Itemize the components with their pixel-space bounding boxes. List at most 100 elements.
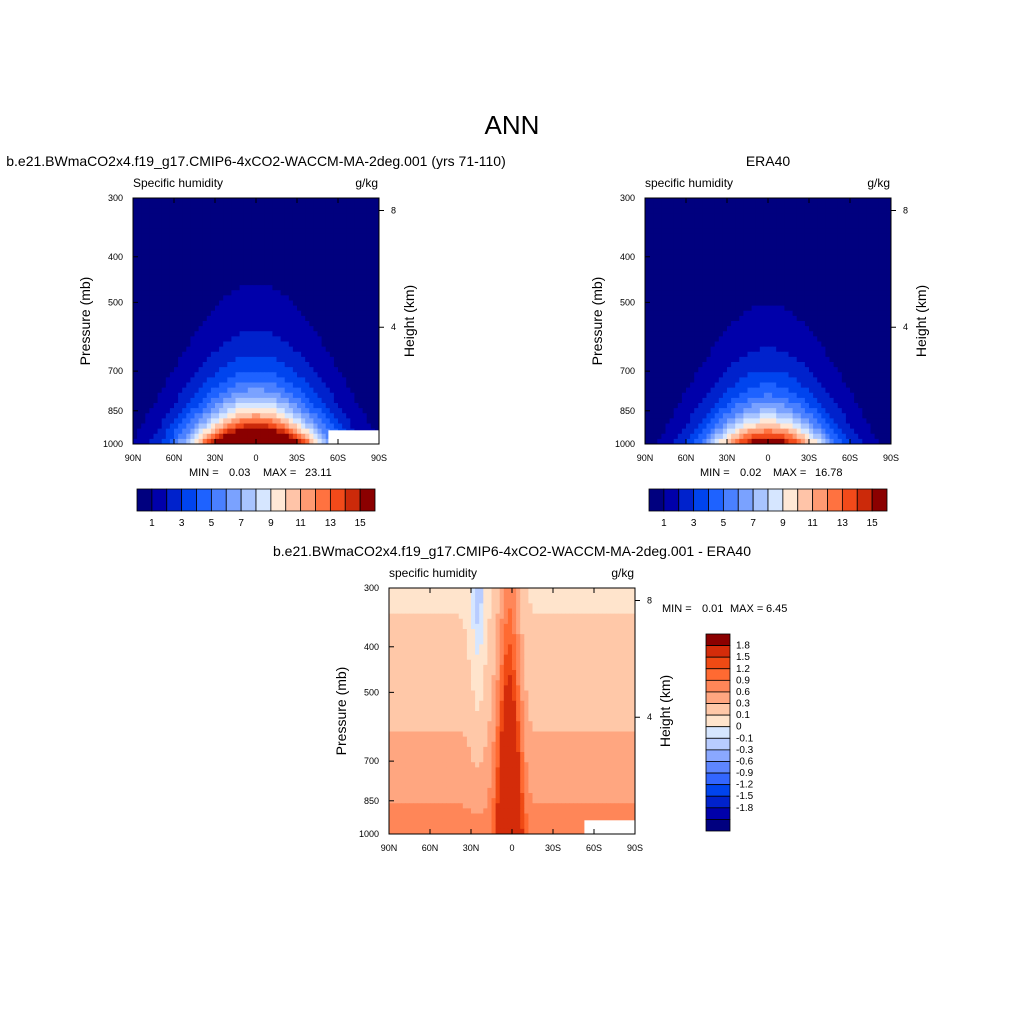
field-cell — [297, 228, 302, 235]
field-cell — [362, 403, 368, 409]
field-cell — [862, 254, 867, 260]
field-cell — [227, 336, 232, 342]
field-cell — [210, 351, 216, 358]
field-cell — [751, 285, 757, 291]
field-cell — [735, 264, 740, 271]
field-cell — [243, 403, 249, 409]
field-cell — [821, 274, 826, 281]
field-cell — [743, 331, 748, 337]
field-cell — [272, 295, 277, 301]
field-cell — [870, 341, 875, 348]
field-cell — [137, 418, 142, 424]
field-cell — [780, 244, 785, 250]
field-cell — [251, 290, 257, 296]
field-cell — [333, 300, 339, 307]
field-cell — [809, 259, 814, 266]
field-cell — [829, 264, 834, 271]
field-cell — [690, 362, 695, 368]
field-cell — [297, 213, 302, 219]
field-cell — [247, 300, 253, 307]
field-cell — [235, 228, 240, 235]
field-cell — [665, 249, 670, 255]
field-cell — [256, 397, 261, 404]
field-cell — [661, 264, 666, 271]
field-cell — [133, 362, 138, 368]
field-cell — [288, 362, 294, 368]
field-cell — [321, 198, 327, 204]
field-cell — [792, 228, 798, 235]
field-cell — [784, 315, 789, 322]
field-cell — [235, 259, 240, 266]
field-cell — [256, 321, 261, 327]
field-cell — [133, 321, 138, 327]
field-cell — [759, 218, 765, 225]
field-cell — [149, 259, 154, 266]
field-cell — [190, 413, 195, 419]
field-cell — [178, 433, 183, 440]
field-cell — [301, 228, 306, 235]
field-cell — [174, 315, 179, 322]
field-cell — [722, 321, 728, 327]
field-cell — [276, 233, 281, 240]
field-cell — [165, 382, 171, 389]
field-cell — [268, 244, 273, 250]
field-cell — [645, 310, 650, 317]
field-cell — [288, 218, 294, 225]
field-cell — [194, 408, 199, 414]
field-cell — [186, 213, 191, 219]
field-cell — [210, 423, 216, 430]
field-cell — [825, 239, 830, 245]
field-cell — [313, 223, 318, 230]
field-cell — [731, 254, 736, 260]
field-cell — [227, 346, 232, 353]
field-cell — [284, 418, 290, 424]
field-cell — [243, 392, 249, 399]
field-cell — [362, 244, 368, 250]
field-cell — [145, 213, 150, 219]
field-cell — [268, 438, 273, 445]
field-cell — [358, 331, 363, 337]
field-cell — [645, 213, 650, 219]
field-cell — [837, 331, 843, 337]
field-cell — [182, 218, 187, 225]
field-cell — [727, 346, 732, 353]
topography-mask — [328, 430, 379, 444]
field-cell — [833, 269, 839, 276]
field-cell — [665, 233, 670, 240]
field-cell — [174, 438, 179, 445]
field-cell — [305, 274, 310, 281]
field-cell — [264, 382, 269, 389]
field-cell — [690, 264, 695, 271]
field-cell — [178, 213, 183, 219]
field-cell — [223, 341, 228, 348]
field-cell — [739, 203, 744, 209]
field-cell — [886, 326, 892, 332]
field-cell — [681, 346, 687, 353]
field-cell — [178, 228, 183, 235]
field-cell — [370, 259, 376, 266]
field-cell — [874, 305, 880, 312]
field-cell — [362, 372, 368, 378]
field-cell — [735, 218, 740, 225]
field-cell — [280, 336, 286, 342]
field-cell — [878, 321, 884, 327]
field-cell — [210, 356, 216, 363]
field-cell — [268, 259, 273, 266]
field-cell — [215, 239, 220, 245]
field-cell — [198, 305, 204, 312]
field-cell — [219, 351, 224, 358]
field-cell — [358, 254, 363, 260]
field-cell — [182, 274, 187, 281]
field-cell — [768, 310, 773, 317]
field-cell — [219, 433, 224, 440]
field-cell — [776, 321, 781, 327]
panel-model-max-label: MAX = — [263, 467, 296, 479]
field-cell — [743, 351, 748, 358]
field-cell — [190, 382, 195, 389]
field-cell — [342, 336, 347, 342]
field-cell — [673, 223, 679, 230]
field-cell — [256, 331, 261, 337]
field-cell — [288, 239, 294, 245]
field-cell — [297, 408, 302, 414]
field-cell — [813, 259, 818, 266]
